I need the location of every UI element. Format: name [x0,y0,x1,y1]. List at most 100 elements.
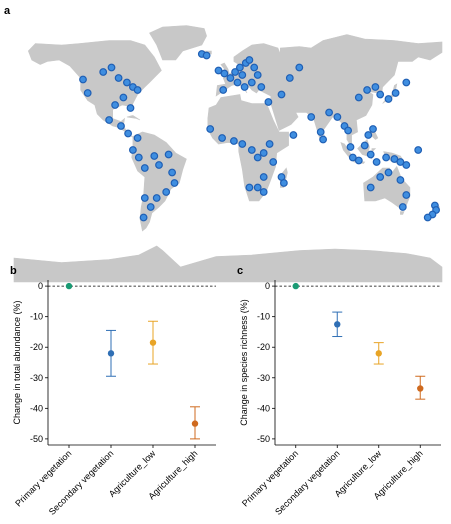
study-site-4 [114,74,123,82]
study-sites [79,50,441,222]
study-site-33 [231,68,240,76]
world-map-panel: a [4,5,443,283]
study-site-94 [366,183,375,192]
study-site-14 [133,134,142,142]
land-greenland [149,25,207,61]
study-site-30 [214,66,223,75]
study-site-77 [369,125,377,133]
study-site-80 [382,153,391,162]
study-site-64 [289,131,298,139]
study-site-1 [83,89,92,97]
study-site-22 [170,179,179,187]
y-tick-label: -30 [30,373,43,383]
study-site-34 [235,63,244,72]
study-site-16 [134,153,143,162]
study-site-44 [257,83,266,91]
study-site-46 [277,90,286,99]
study-site-54 [253,153,262,162]
study-site-66 [316,128,325,136]
study-site-0 [79,75,87,84]
richness-chart: c 0 -10 -20 -30 -40 -50 Change in species richn… [237,265,441,517]
abundance-chart: b 0 -10 -20 -30 -40 -50 Change in total abundan… [10,265,216,517]
study-site-7 [133,86,142,94]
data-point [375,350,382,357]
y-tick-label: -20 [257,342,270,352]
y-tick-label: 0 [38,281,43,291]
study-site-42 [233,78,242,87]
study-site-93 [376,173,385,181]
study-site-58 [259,173,268,181]
y-tick-label: -40 [257,403,270,413]
data-point [417,385,424,392]
study-site-8 [119,93,128,102]
study-site-5 [122,78,131,87]
study-site-32 [226,74,235,82]
data-point [107,350,115,357]
study-site-52 [238,140,247,148]
land-tasmania [400,211,405,215]
study-site-69 [333,113,342,121]
study-site-53 [247,146,256,154]
study-site-92 [384,168,393,177]
study-site-51 [229,137,238,145]
panel-label-b: b [10,265,17,277]
study-site-61 [259,188,268,196]
study-site-13 [124,129,133,138]
y-tick-label: -40 [30,403,43,413]
y-tick-label: -10 [30,312,43,322]
study-site-90 [402,78,411,87]
land-north-america [27,40,162,139]
study-site-87 [376,90,385,99]
study-site-75 [360,141,369,150]
study-site-85 [363,86,372,94]
study-site-43 [219,86,228,94]
study-site-95 [396,176,405,184]
study-site-63 [280,179,288,187]
study-site-71 [344,126,353,135]
world-map-land [13,25,443,283]
land-cuba [126,115,141,121]
study-site-19 [155,161,163,169]
study-site-49 [206,125,215,133]
data-point [292,282,299,290]
data-point [65,282,73,290]
study-site-57 [269,158,278,166]
y-tick-label: 0 [265,281,270,291]
study-site-83 [402,161,411,169]
study-site-45 [264,98,273,106]
study-site-76 [364,131,373,139]
study-site-91 [414,146,423,154]
study-site-47 [285,74,294,82]
study-site-31 [220,69,229,78]
y-axis-label: Change in species richness (%) [239,299,249,426]
study-site-25 [146,203,155,211]
study-site-67 [319,135,328,144]
study-site-78 [366,150,375,159]
study-site-60 [245,183,254,192]
study-site-89 [391,89,400,97]
study-site-96 [402,191,411,199]
study-site-84 [354,93,363,102]
study-site-9 [111,101,119,109]
study-site-10 [126,104,135,112]
study-site-21 [168,168,177,177]
study-site-12 [117,122,125,130]
panel-label-a: a [4,5,11,17]
study-site-20 [164,150,173,159]
study-site-11 [105,116,113,124]
study-site-23 [162,188,171,196]
study-site-65 [307,113,316,121]
study-site-40 [247,78,256,87]
study-site-72 [346,143,355,151]
study-site-35 [238,71,247,79]
study-site-26 [139,213,148,222]
y-tick-label: -50 [30,434,43,444]
panel-label-c: c [237,265,243,277]
study-site-50 [218,134,227,142]
study-site-18 [150,152,159,160]
study-site-38 [250,63,259,72]
y-tick-label: -10 [257,312,270,322]
study-site-41 [240,83,249,91]
study-site-81 [390,155,399,163]
